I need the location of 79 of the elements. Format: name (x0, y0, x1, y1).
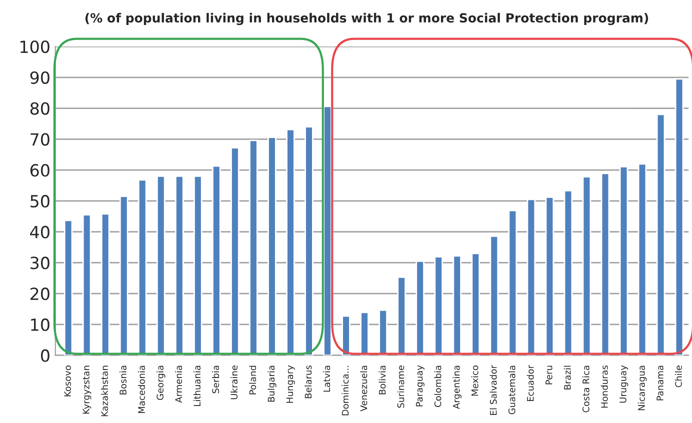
bar (175, 176, 184, 356)
y-tick-label: 90 (30, 71, 50, 84)
bar (582, 176, 592, 356)
bar (82, 214, 92, 356)
x-tick-label: Argentina (452, 366, 462, 410)
chart-title: (% of population living in households with 1 or more Social Protection program) (85, 12, 648, 26)
x-tick-label: El Salvador (490, 365, 497, 415)
bar (545, 196, 554, 356)
y-tick-label: 50 (30, 194, 50, 208)
x-tick-label: Brazil (564, 366, 571, 390)
x-tick-label: Ecuador (526, 365, 534, 402)
x-tick-label: Uruguay (620, 365, 628, 403)
x-tick-label: Armenia (175, 366, 182, 403)
x-tick-label: Bolivia (378, 366, 386, 394)
x-tick-label: Panama (656, 366, 664, 400)
bar (268, 136, 276, 356)
x-tick-label: Bulgaria (268, 366, 276, 402)
x-tick-label: Belarus (304, 365, 312, 398)
y-tick-label: 100 (20, 40, 50, 54)
x-tick-label: Costa Rica (582, 366, 590, 412)
y-tick-label: 70 (30, 133, 50, 146)
x-tick-label: Paraguay (416, 365, 424, 406)
x-tick-label: Ukraine (230, 366, 238, 400)
bar (656, 114, 666, 356)
bar (619, 166, 628, 356)
y-tick-label: 80 (30, 102, 50, 115)
bar (360, 312, 369, 356)
bar (600, 172, 610, 356)
x-tick-label: Macedonia (138, 366, 145, 414)
x-tick-label: Dominica... (342, 366, 349, 416)
bar (526, 198, 536, 356)
x-tick-label: Mexico (471, 366, 478, 396)
x-tick-label: Hungary (286, 365, 295, 403)
bar (638, 163, 647, 356)
bar (194, 176, 202, 356)
x-tick-label: Poland (249, 366, 256, 394)
bar (397, 276, 406, 356)
x-tick-label: Kyrgyzstan (82, 366, 92, 414)
x-tick-label: Bosnia (119, 366, 126, 394)
bar (286, 128, 295, 356)
x-tick-label: Nicaragua (638, 366, 647, 410)
y-tick-label: 10 (31, 318, 50, 332)
x-tick-label: Georgia (156, 366, 166, 400)
bar (304, 126, 314, 356)
y-tick-label: 0 (40, 349, 50, 362)
bar (138, 179, 147, 356)
bar (249, 140, 258, 356)
x-tick-label: Kazakhstan (100, 366, 108, 416)
x-tick-label: Honduras (600, 365, 608, 408)
y-tick-label: 20 (30, 288, 50, 300)
bar (64, 220, 73, 356)
x-tick-label: Kosovo (64, 366, 71, 396)
bar (452, 255, 462, 356)
bar (490, 235, 499, 356)
x-tick-label: Colombia (434, 366, 442, 407)
x-tick-label: Latvia (323, 366, 330, 392)
x-tick-label: Lithuania (194, 366, 201, 406)
bar (674, 78, 684, 356)
bar (156, 176, 166, 356)
bar (378, 310, 388, 356)
bar (416, 260, 424, 356)
bar (119, 196, 128, 356)
x-tick-label: Serbia (212, 366, 220, 394)
y-tick-label: 40 (30, 226, 50, 238)
bar (471, 252, 480, 356)
bar (508, 210, 518, 356)
x-tick-label: Guatemala (508, 366, 516, 414)
bar (564, 190, 573, 356)
y-tick-label: 30 (30, 256, 50, 270)
bar (100, 213, 110, 356)
bar (212, 165, 221, 356)
bar (230, 147, 240, 356)
x-tick-label: Chile (674, 366, 682, 388)
x-tick-label: Peru (546, 366, 552, 384)
y-tick-label: 60 (30, 164, 50, 177)
bar (434, 256, 443, 356)
bar (342, 315, 350, 356)
x-tick-label: Suriname (397, 366, 404, 408)
x-tick-label: Venezuela (360, 366, 368, 412)
